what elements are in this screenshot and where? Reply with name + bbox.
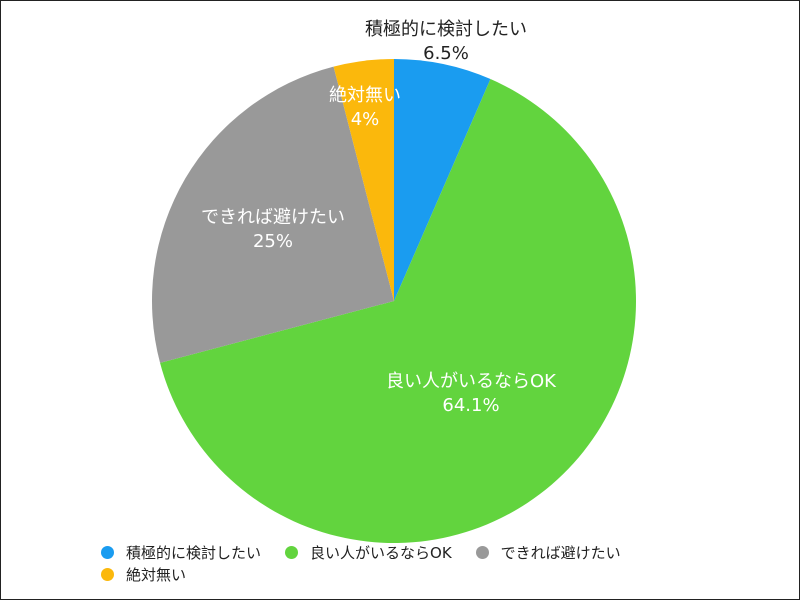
legend-swatch-4 [101, 567, 114, 581]
slice-value-2: 64.1% [442, 395, 499, 416]
legend-item-1: 積極的に検討したい [101, 543, 262, 562]
slice-value-4: 4% [351, 109, 380, 130]
slice-label-1: 積極的に検討したい [365, 19, 527, 40]
legend-item-3: できれば避けたい [475, 543, 621, 562]
legend-swatch-2 [285, 545, 299, 559]
legend-swatch-3 [475, 545, 489, 559]
slice-value-1: 6.5% [423, 43, 469, 64]
legend-item-2: 良い人がいるならOK [285, 543, 452, 562]
pie-slice-2 [160, 79, 636, 544]
slice-label-4: 絶対無い [329, 85, 401, 106]
slice-label-2: 良い人がいるならOK [386, 371, 557, 392]
pie-slice-1 [394, 59, 491, 301]
legend-item-4: 絶対無い [101, 565, 187, 584]
legend-label-3: できれば避けたい [500, 543, 621, 562]
pie-slice-3 [151, 66, 394, 363]
legend: 積極的に検討したい 良い人がいるならOK できれば避けたい絶対無い [101, 543, 741, 584]
legend-label-2: 良い人がいるならOK [310, 543, 452, 562]
legend-swatch-1 [101, 545, 114, 559]
slice-label-3: できれば避けたい [201, 207, 345, 228]
slice-value-3: 25% [253, 231, 293, 252]
pie-slice-4 [333, 59, 394, 301]
legend-label-4: 絶対無い [126, 565, 187, 584]
legend-label-1: 積極的に検討したい [126, 543, 262, 562]
